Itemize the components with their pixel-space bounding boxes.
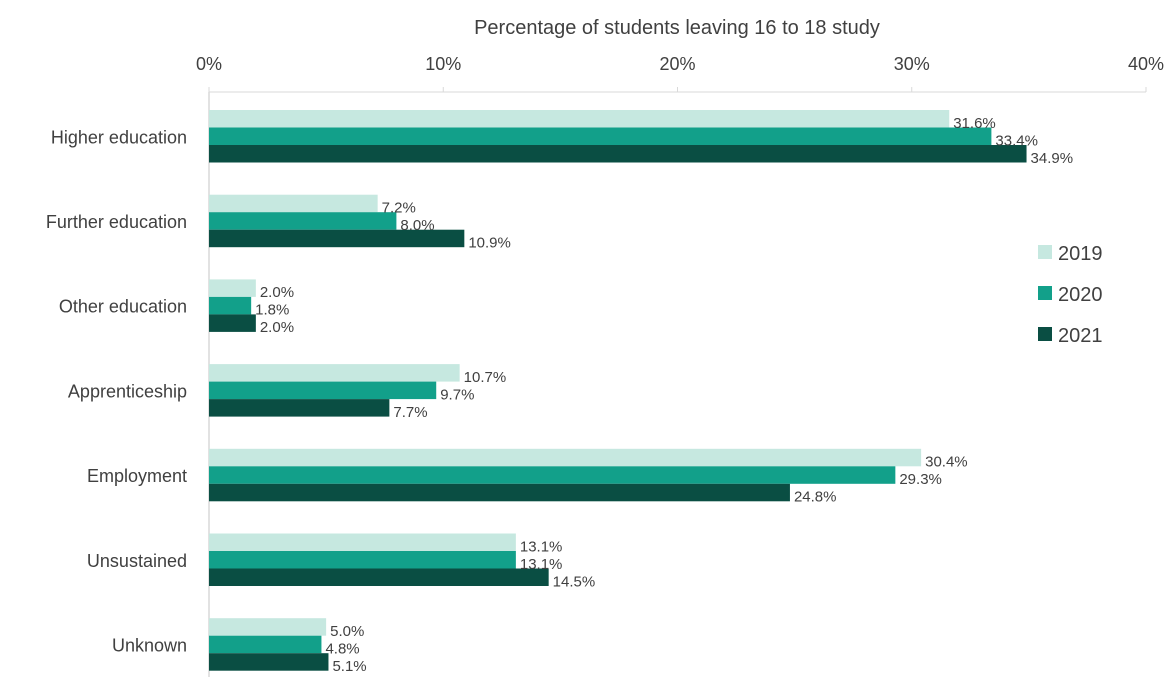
legend-swatch-2019	[1038, 245, 1052, 259]
x-tick-label: 30%	[894, 54, 930, 74]
x-tick-label: 0%	[196, 54, 222, 74]
bar-2019	[209, 618, 327, 636]
legend-label-2020: 2020	[1058, 284, 1103, 306]
bar-2021	[209, 314, 256, 332]
bars	[209, 110, 1027, 671]
x-tick-label: 20%	[659, 54, 695, 74]
data-label: 33.4%	[995, 132, 1038, 149]
bar-2019	[209, 110, 950, 128]
legend-label-2021: 2021	[1058, 325, 1103, 347]
data-label: 34.9%	[1031, 150, 1074, 167]
bar-2021	[209, 229, 465, 248]
data-label: 4.8%	[325, 640, 359, 657]
category-label: Unknown	[112, 635, 187, 655]
data-labels: 31.6%33.4%34.9% 7.2%8.0% 10.9% 2.0%1.8%2.0%…	[255, 115, 1073, 675]
bar-2020	[209, 381, 437, 400]
data-label: 10.7%	[464, 369, 507, 386]
x-tick-label: 40%	[1128, 54, 1164, 74]
data-label: 24.8%	[794, 489, 837, 506]
data-label: 7.7%	[393, 404, 427, 421]
data-label: 31.6%	[953, 115, 996, 132]
legend-swatch-2021	[1038, 327, 1052, 341]
bar-2019	[209, 194, 378, 213]
data-label: 10.9%	[468, 234, 511, 251]
data-label: 2.0%	[260, 284, 294, 301]
x-tick-label: 10%	[425, 54, 461, 74]
data-label: 13.1%	[520, 556, 563, 573]
bar-2020	[209, 127, 992, 145]
legend-label-2019: 2019	[1058, 243, 1103, 265]
category-label: Further education	[46, 212, 187, 232]
bar-2019	[209, 448, 922, 467]
bar-2019	[209, 533, 516, 551]
bar-2021	[209, 653, 329, 671]
data-label: 7.2%	[382, 199, 416, 216]
bar-2021	[209, 568, 549, 586]
bar-2021	[209, 399, 390, 417]
data-label: 8.0%	[400, 217, 434, 234]
category-labels: Higher education Further education Other e…	[46, 127, 187, 655]
bar-2020	[209, 635, 322, 654]
category-label: Employment	[87, 466, 187, 486]
category-label: Unsustained	[87, 551, 187, 571]
data-label: 14.5%	[553, 573, 596, 590]
data-label: 13.1%	[520, 538, 563, 555]
data-label: 5.0%	[330, 623, 364, 640]
category-label: Apprenticeship	[68, 381, 187, 401]
bar-2021	[209, 483, 790, 502]
bar-2020	[209, 296, 252, 315]
data-label: 2.0%	[260, 319, 294, 336]
x-axis-title: Percentage of students leaving 16 to 18 …	[474, 17, 880, 39]
bar-2019	[209, 279, 256, 297]
legend-swatch-2020	[1038, 286, 1052, 300]
legend: 2019 2020 2021	[1038, 243, 1103, 347]
bar-2021	[209, 145, 1027, 163]
data-label: 1.8%	[255, 302, 289, 319]
bar-2020	[209, 466, 896, 484]
bar-2020	[209, 551, 516, 569]
bar-2019	[209, 364, 460, 382]
bar-2020	[209, 212, 397, 230]
x-axis-ticks: 0% 10% 20% 30% 40%	[196, 54, 1164, 677]
data-label: 30.4%	[925, 454, 968, 471]
category-label: Other education	[59, 297, 187, 317]
data-label: 9.7%	[440, 386, 474, 403]
data-label: 29.3%	[899, 471, 942, 488]
data-label: 5.1%	[332, 658, 366, 675]
category-label: Higher education	[51, 127, 187, 147]
